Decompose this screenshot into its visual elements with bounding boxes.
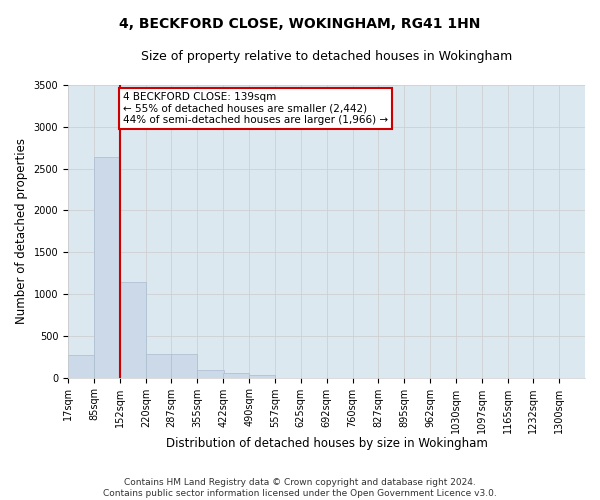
Text: 4, BECKFORD CLOSE, WOKINGHAM, RG41 1HN: 4, BECKFORD CLOSE, WOKINGHAM, RG41 1HN [119, 18, 481, 32]
Bar [223, 374, 249, 378]
Bar [172, 354, 197, 378]
Bar [249, 374, 275, 378]
Bar [94, 157, 120, 378]
Bar [68, 355, 94, 378]
Bar [197, 370, 224, 378]
Bar [146, 354, 172, 378]
Bar [120, 282, 146, 378]
X-axis label: Distribution of detached houses by size in Wokingham: Distribution of detached houses by size … [166, 437, 487, 450]
Text: 4 BECKFORD CLOSE: 139sqm
← 55% of detached houses are smaller (2,442)
44% of sem: 4 BECKFORD CLOSE: 139sqm ← 55% of detach… [123, 92, 388, 125]
Title: Size of property relative to detached houses in Wokingham: Size of property relative to detached ho… [141, 50, 512, 63]
Text: Contains HM Land Registry data © Crown copyright and database right 2024.
Contai: Contains HM Land Registry data © Crown c… [103, 478, 497, 498]
Y-axis label: Number of detached properties: Number of detached properties [15, 138, 28, 324]
